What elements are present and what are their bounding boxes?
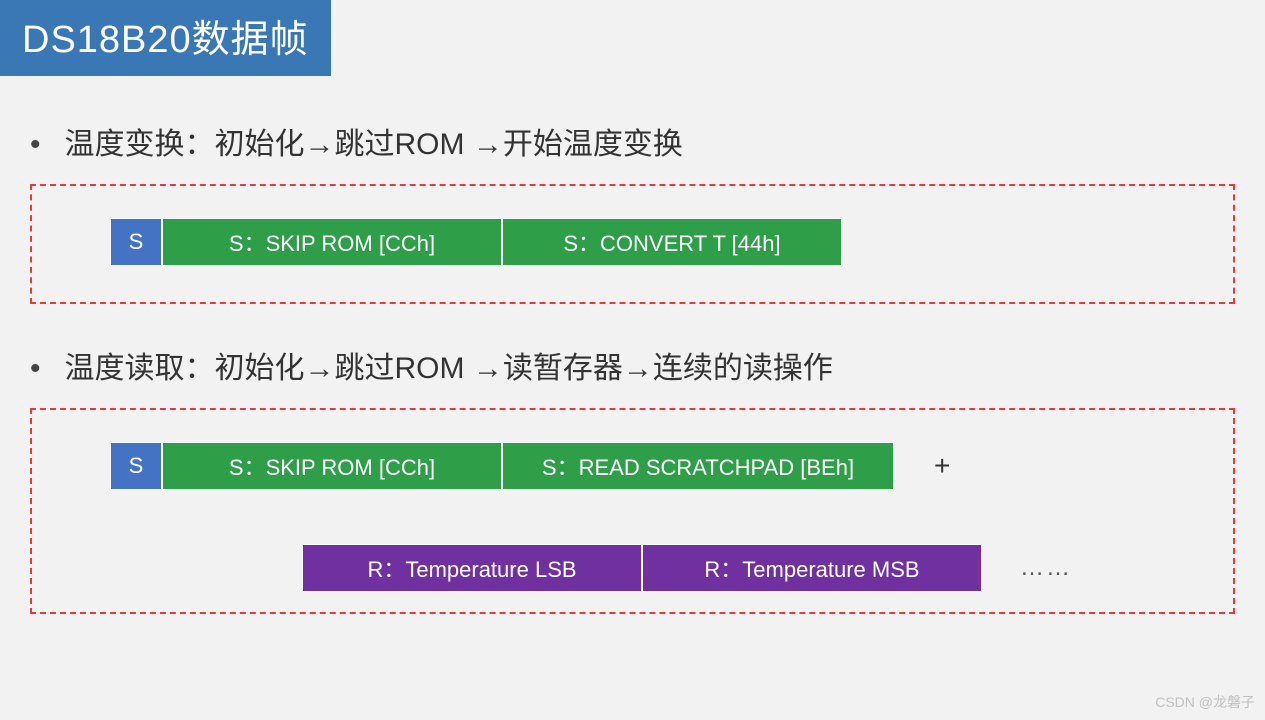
bullet-dot-icon: •	[30, 124, 41, 166]
frame-row-read-data: R：Temperature LSBR：Temperature MSB ……	[32, 490, 1233, 612]
frame-cell: S：READ SCRATCHPAD [BEh]	[502, 442, 894, 490]
frame-cell: S：SKIP ROM [CCh]	[162, 218, 502, 266]
title-bar: DS18B20数据帧	[0, 0, 331, 76]
bullet-row-1: • 温度变换：初始化→跳过ROM →开始温度变换	[0, 124, 1265, 166]
ellipsis-symbol: ……	[1020, 554, 1072, 582]
frame-cell: S	[110, 218, 162, 266]
bullet-row-2: • 温度读取：初始化→跳过ROM →读暂存器→连续的读操作	[0, 348, 1265, 390]
bullet-text-1: 温度变换：初始化→跳过ROM →开始温度变换	[65, 124, 683, 166]
watermark: CSDN @龙磐子	[1155, 692, 1255, 712]
frame-box-read: SS：SKIP ROM [CCh]S：READ SCRATCHPAD [BEh]…	[30, 408, 1235, 614]
bullet-text-2: 温度读取：初始化→跳过ROM →读暂存器→连续的读操作	[65, 348, 833, 390]
frame-row-read-cmd: SS：SKIP ROM [CCh]S：READ SCRATCHPAD [BEh]…	[32, 410, 1233, 490]
section-read: • 温度读取：初始化→跳过ROM →读暂存器→连续的读操作 SS：SKIP RO…	[0, 348, 1265, 614]
plus-symbol: +	[934, 450, 950, 482]
bullet-dot-icon: •	[30, 348, 41, 390]
frame-cell: S：CONVERT T [44h]	[502, 218, 842, 266]
frame-cell: S	[110, 442, 162, 490]
frame-box-convert: SS：SKIP ROM [CCh]S：CONVERT T [44h]	[30, 184, 1235, 304]
frame-cell: S：SKIP ROM [CCh]	[162, 442, 502, 490]
section-convert: • 温度变换：初始化→跳过ROM →开始温度变换 SS：SKIP ROM [CC…	[0, 124, 1265, 304]
frame-cell: R：Temperature LSB	[302, 544, 642, 592]
page-title: DS18B20数据帧	[22, 19, 309, 61]
frame-row-convert: SS：SKIP ROM [CCh]S：CONVERT T [44h]	[110, 218, 1233, 266]
frame-cell: R：Temperature MSB	[642, 544, 982, 592]
